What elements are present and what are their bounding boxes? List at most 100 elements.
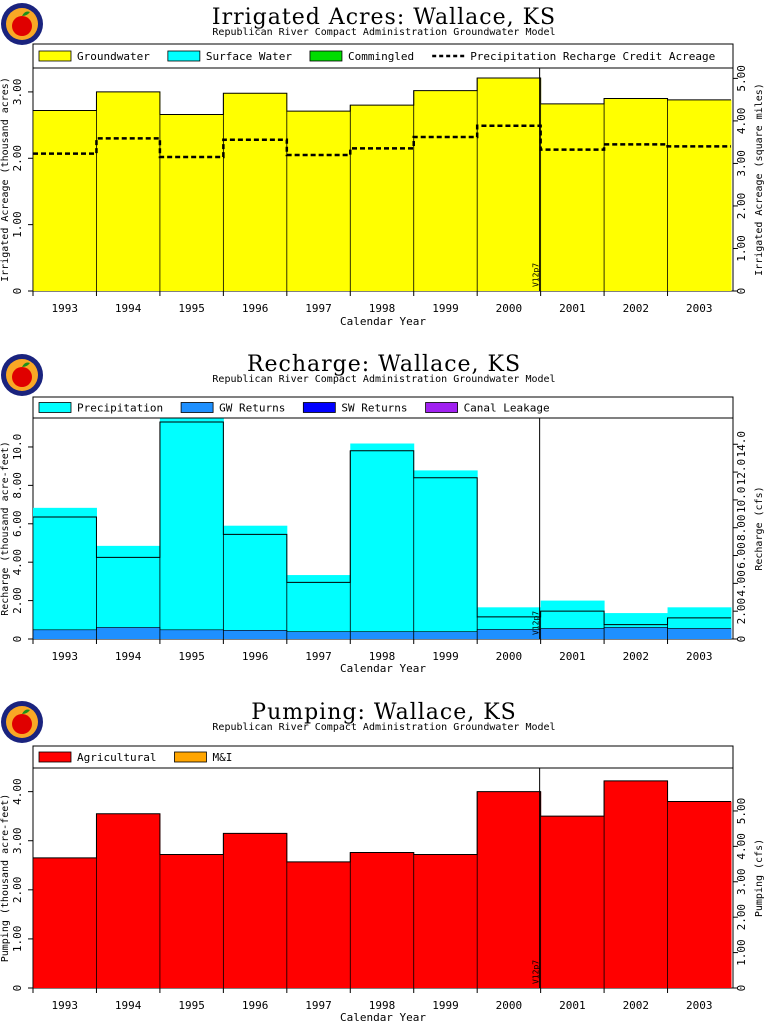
x-tick-label: 1993 (51, 650, 78, 663)
bar (33, 507, 97, 639)
y2-tick-label: 0 (735, 985, 748, 992)
x-tick-label: 1996 (242, 302, 269, 315)
bar (96, 813, 161, 988)
y-tick-label: 1.00 (11, 211, 24, 238)
bar (604, 780, 669, 988)
x-tick-label: 1997 (305, 999, 332, 1012)
legend-label: Canal Leakage (464, 402, 550, 415)
y-tick-label: 2.00 (11, 877, 24, 904)
bar (667, 99, 732, 291)
bar (413, 631, 478, 639)
y2-tick-label: 4.00 (735, 570, 748, 597)
y2-tick-label: 5.00 (735, 798, 748, 825)
bar (223, 93, 288, 292)
bar (540, 103, 605, 291)
y2-tick-label: 0 (735, 288, 748, 295)
y-axis-label: Irrigated Acreage (thousand acres) (0, 77, 11, 282)
chart-title: Irrigated Acres: Wallace, KS (211, 5, 557, 30)
x-tick-label: 2003 (686, 650, 713, 663)
y-tick-label: 4.00 (11, 549, 24, 576)
legend-swatch (180, 402, 214, 413)
apple-logo-icon (1, 354, 43, 396)
bar (604, 627, 669, 639)
annotation-label: V12p7 (532, 960, 541, 984)
bar (667, 628, 732, 639)
bar (350, 852, 415, 988)
y2-tick-label: 1.00 (735, 939, 748, 966)
chart-title: Recharge: Wallace, KS (246, 352, 522, 377)
bar (477, 77, 542, 292)
x-tick-label: 2001 (559, 302, 586, 315)
y2-tick-label: 1.00 (735, 235, 748, 261)
bar (350, 443, 415, 639)
bar (477, 629, 542, 639)
bar (33, 110, 97, 291)
y-tick-label: 10.0 (11, 434, 24, 461)
legend-swatch (425, 402, 458, 413)
legend-swatch (38, 50, 72, 62)
legend-box (32, 745, 734, 769)
legend-label: GW Returns (219, 402, 285, 415)
legend-label: Commingled (348, 50, 414, 63)
x-tick-label: 2000 (496, 999, 523, 1012)
legend-swatch (167, 50, 201, 62)
chart-subtitle: Republican River Compact Administration … (212, 27, 556, 38)
bar (159, 629, 224, 639)
bar (223, 630, 288, 639)
x-axis-label: Calendar Year (340, 1011, 426, 1024)
y-tick-label: 0 (11, 288, 24, 295)
y2-tick-label: 2.00 (735, 598, 748, 625)
bar (540, 628, 605, 639)
recharge-panel: Recharge: Wallace, KS Republican River C… (0, 340, 768, 680)
bar (477, 791, 542, 988)
legend-swatch (309, 50, 343, 62)
bar (413, 470, 478, 639)
annotation-label: V12p7 (532, 611, 541, 635)
bar (350, 631, 415, 639)
y2-axis-label: Irrigated Acreage (square miles) (754, 83, 765, 276)
x-tick-label: 2002 (623, 999, 650, 1012)
bar (96, 545, 161, 639)
x-tick-label: 1999 (432, 999, 459, 1012)
apple-logo-icon (1, 701, 43, 743)
y-tick-label: 3.00 (11, 79, 24, 106)
pumping-panel: Pumping: Wallace, KS Republican River Co… (0, 690, 768, 1024)
legend-label: Precipitation (77, 402, 163, 415)
legend-label: Groundwater (77, 50, 150, 63)
bar (604, 98, 669, 291)
x-tick-label: 1994 (115, 650, 142, 663)
y2-axis-label: Recharge (cfs) (754, 486, 765, 570)
bar (223, 525, 288, 639)
bar (286, 575, 351, 639)
legend-label: Agricultural (77, 751, 156, 764)
x-tick-label: 1998 (369, 650, 396, 663)
chart-title: Pumping: Wallace, KS (251, 700, 517, 725)
x-tick-label: 2002 (623, 302, 650, 315)
bar (413, 90, 478, 291)
bar (159, 854, 224, 988)
chart-svg: V12p7 Groundwater Surface Water Commingled P… (0, 43, 765, 328)
y-axis-label: Recharge (thousand acre-feet) (0, 441, 11, 616)
y-tick-label: 4.00 (11, 778, 24, 805)
x-axis-label: Calendar Year (340, 315, 426, 328)
chart-subtitle: Republican River Compact Administration … (212, 722, 556, 733)
bar (159, 114, 224, 292)
x-tick-label: 1999 (432, 302, 459, 315)
y2-tick-label: 4.00 (735, 108, 748, 135)
x-tick-label: 1995 (178, 302, 205, 315)
y2-tick-label: 10.0 (735, 487, 748, 514)
bar (286, 111, 351, 292)
bar (159, 412, 224, 639)
legend-label: Surface Water (206, 50, 292, 63)
x-tick-label: 2003 (686, 302, 713, 315)
y-tick-label: 3.00 (11, 827, 24, 854)
bar (223, 833, 288, 988)
y2-tick-label: 5.00 (735, 65, 748, 92)
bar (33, 857, 97, 988)
x-tick-label: 2000 (496, 650, 523, 663)
y2-tick-label: 6.00 (735, 542, 748, 569)
x-tick-label: 2002 (623, 650, 650, 663)
x-tick-label: 1995 (178, 999, 205, 1012)
apple-logo-icon (1, 3, 43, 45)
annotation-label: V12p7 (532, 263, 541, 287)
